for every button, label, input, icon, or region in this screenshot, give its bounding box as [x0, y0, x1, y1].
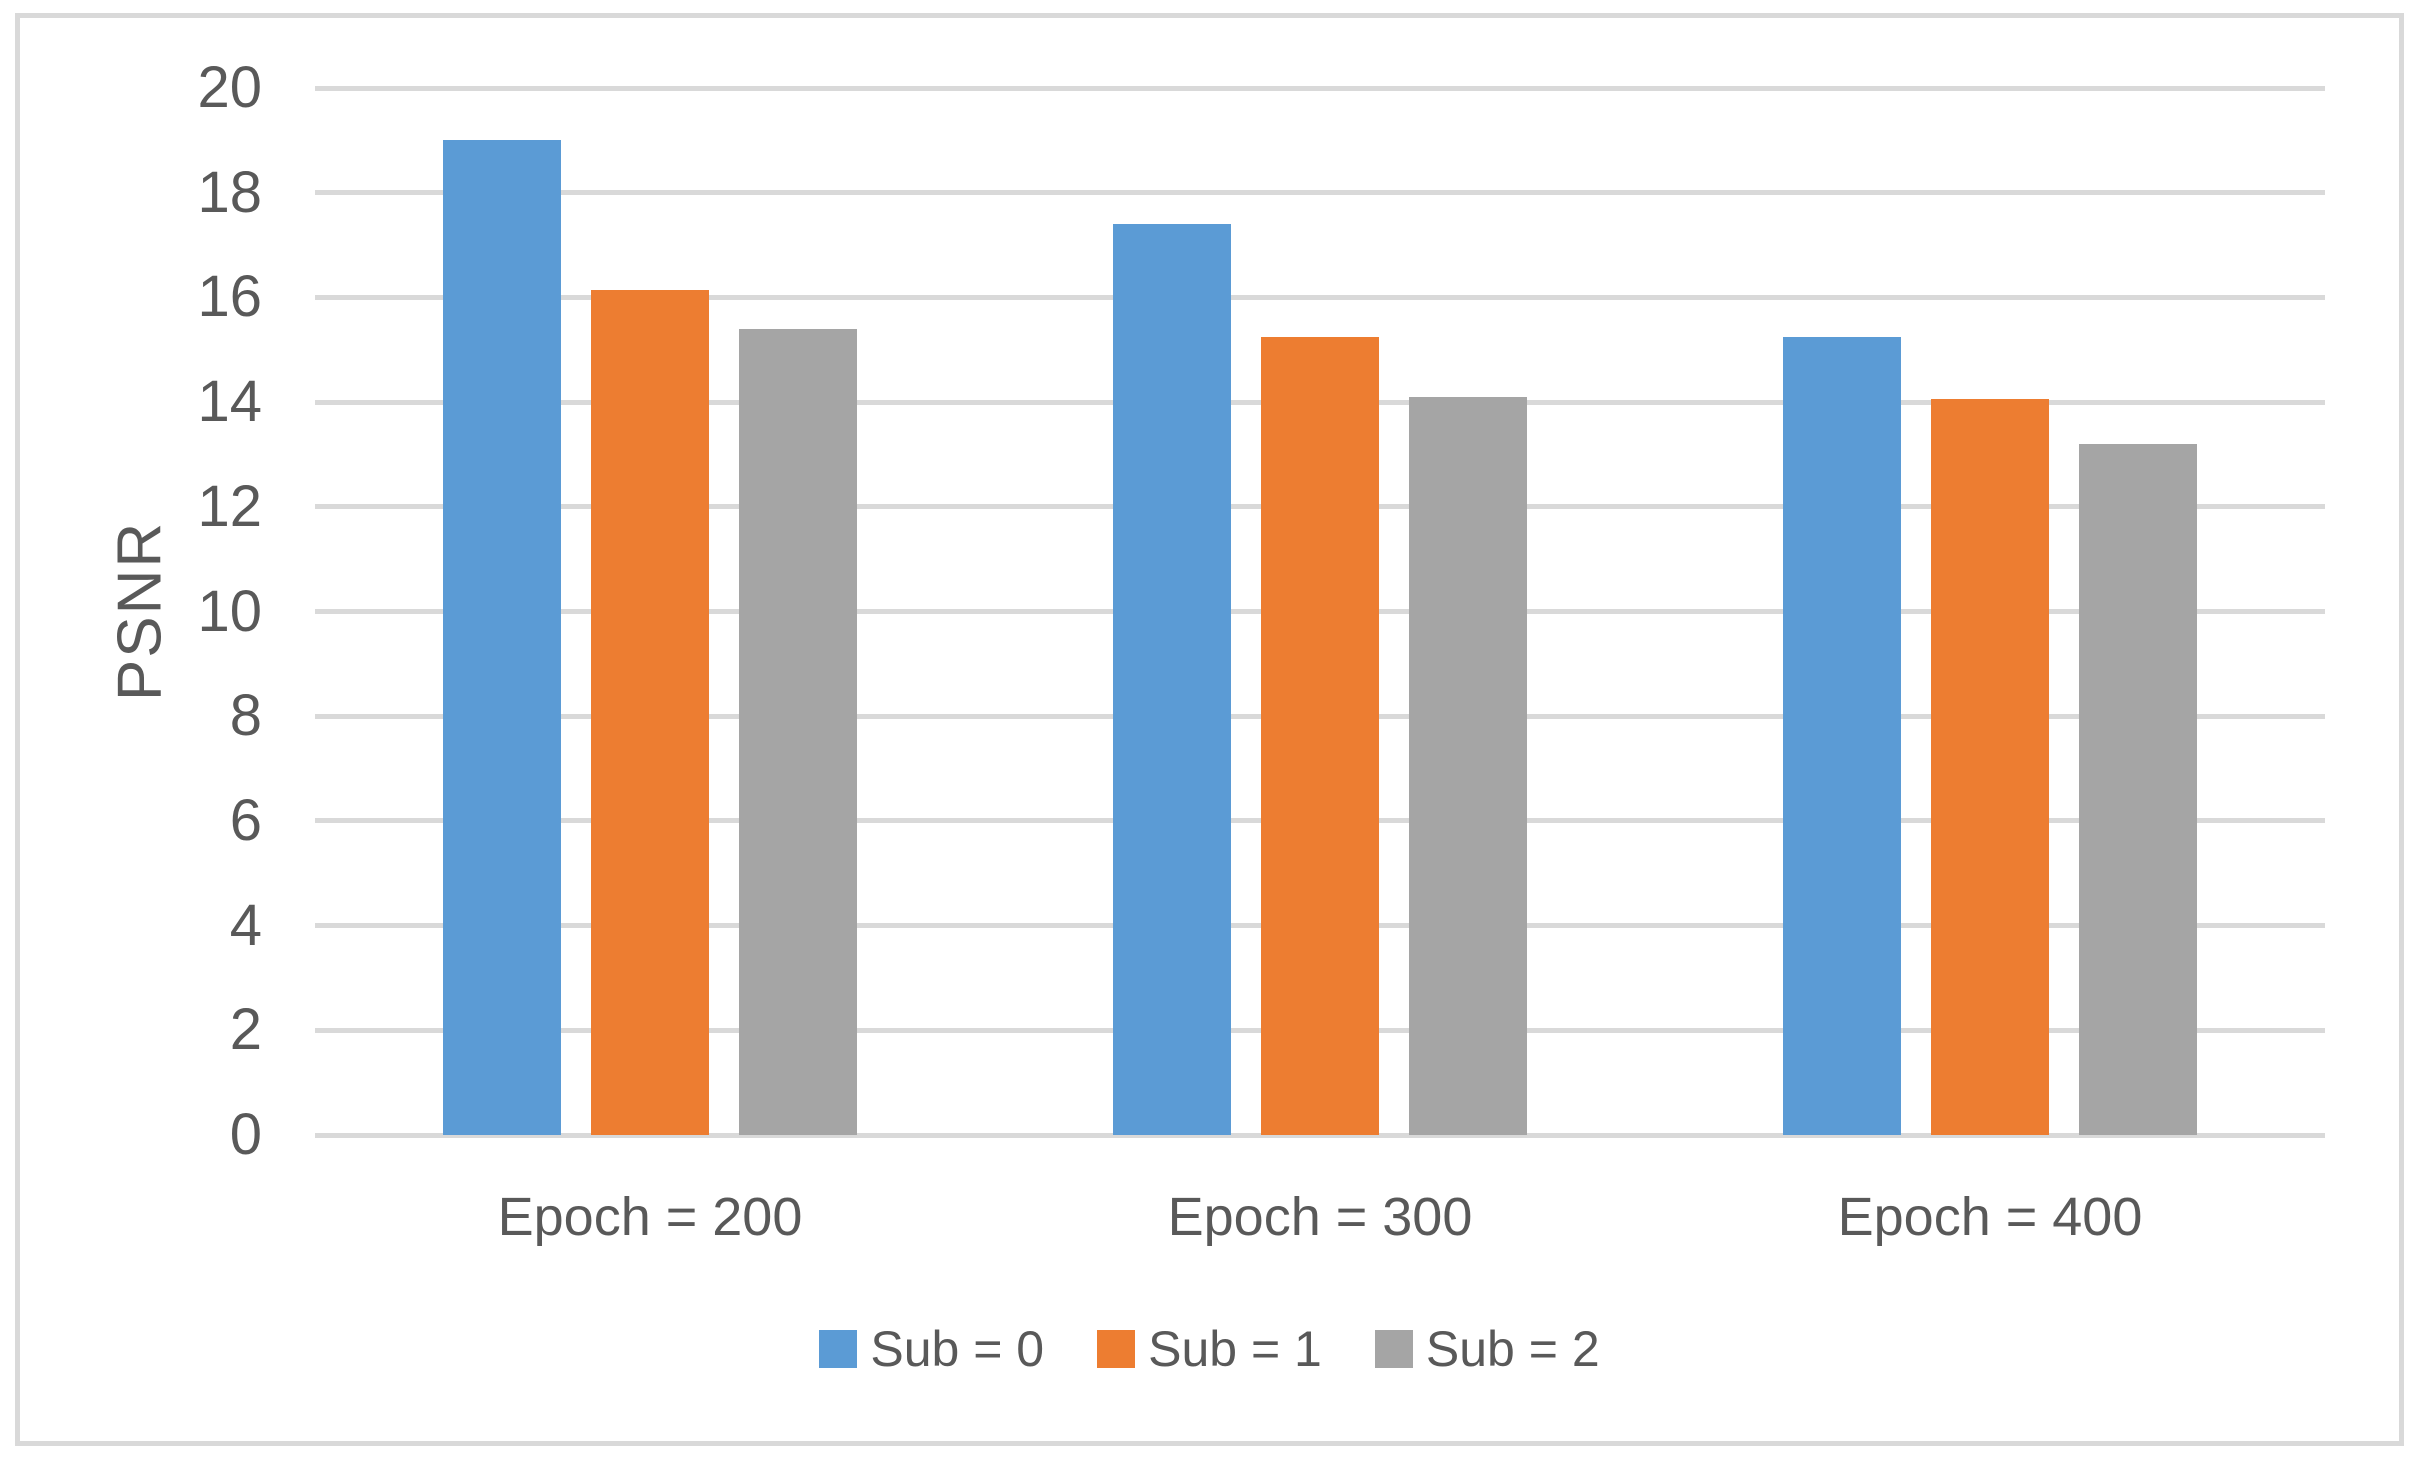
y-tick-label: 6 — [229, 787, 262, 853]
legend-label: Sub = 0 — [870, 1321, 1045, 1377]
bar-group — [1113, 88, 1527, 1135]
gridline — [315, 294, 2325, 300]
y-tick-label: 18 — [197, 159, 262, 225]
category-label: Epoch = 400 — [1837, 1187, 2143, 1247]
x-axis-category-labels: Epoch = 200 Epoch = 300 Epoch = 400 — [315, 1186, 2325, 1248]
legend: Sub = 0 Sub = 1 Sub = 2 — [0, 1320, 2419, 1378]
y-tick-label: 4 — [229, 892, 262, 958]
legend-swatch — [1374, 1330, 1413, 1368]
bar — [1783, 336, 1901, 1135]
bar-group — [443, 88, 857, 1135]
bar — [1931, 399, 2049, 1135]
legend-swatch — [819, 1330, 858, 1368]
bar — [2079, 443, 2197, 1135]
bar — [1409, 396, 1527, 1135]
category-label: Epoch = 300 — [1167, 1187, 1473, 1247]
legend-item: Sub = 2 — [1374, 1320, 1600, 1378]
gridline — [315, 85, 2325, 91]
y-tick-label: 16 — [197, 264, 262, 330]
plot-area — [315, 85, 2325, 1138]
y-tick-label: 20 — [197, 55, 262, 120]
bar — [443, 140, 561, 1135]
y-tick-label: 12 — [197, 473, 262, 539]
legend-swatch — [1097, 1330, 1136, 1368]
bar — [591, 289, 709, 1135]
bar — [739, 328, 857, 1135]
y-tick-label: 10 — [197, 578, 262, 644]
legend-item: Sub = 1 — [1097, 1320, 1322, 1378]
y-tick-label: 8 — [229, 683, 262, 749]
gridline — [315, 190, 2325, 196]
y-tick-label: 2 — [229, 997, 262, 1063]
legend-item: Sub = 0 — [819, 1320, 1044, 1378]
category-label: Epoch = 200 — [497, 1187, 803, 1247]
y-tick-label: 14 — [197, 369, 262, 435]
legend-label: Sub = 1 — [1148, 1321, 1322, 1377]
y-tick-label: 0 — [229, 1102, 262, 1167]
bar — [1261, 336, 1379, 1135]
bar-group — [1783, 88, 2197, 1135]
y-axis-tick-labels: 0 2 4 6 8 10 12 14 16 18 20 — [0, 59, 262, 1164]
gridline — [315, 1132, 2325, 1138]
legend-label: Sub = 2 — [1425, 1321, 1600, 1377]
bar — [1113, 224, 1231, 1135]
bar-groups — [315, 88, 2325, 1135]
